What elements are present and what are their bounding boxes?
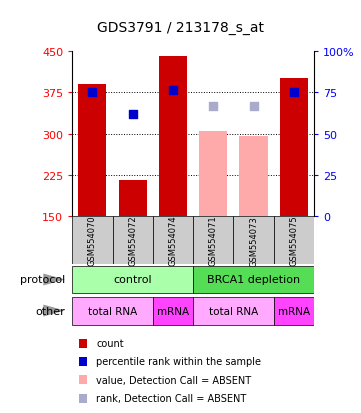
- Text: GSM554075: GSM554075: [290, 215, 299, 266]
- Bar: [118, 181, 147, 217]
- Point: [130, 112, 136, 118]
- Text: GSM554070: GSM554070: [88, 215, 97, 266]
- Polygon shape: [43, 305, 65, 317]
- Text: control: control: [113, 275, 152, 285]
- Text: value, Detection Call = ABSENT: value, Detection Call = ABSENT: [96, 375, 252, 385]
- Bar: [239, 137, 268, 217]
- Text: total RNA: total RNA: [209, 306, 258, 316]
- Text: other: other: [35, 306, 65, 316]
- Bar: [153, 217, 193, 264]
- Text: GSM554071: GSM554071: [209, 215, 218, 266]
- Bar: [199, 131, 227, 217]
- Point: [90, 90, 95, 96]
- Text: BRCA1 depletion: BRCA1 depletion: [207, 275, 300, 285]
- Text: mRNA: mRNA: [278, 306, 310, 316]
- Text: mRNA: mRNA: [157, 306, 189, 316]
- Text: percentile rank within the sample: percentile rank within the sample: [96, 356, 261, 367]
- Bar: [78, 85, 106, 217]
- Point: [170, 88, 176, 95]
- Text: GSM554073: GSM554073: [249, 215, 258, 266]
- Bar: [274, 217, 314, 264]
- Point: [210, 103, 216, 110]
- Text: protocol: protocol: [20, 275, 65, 285]
- Bar: [72, 297, 153, 325]
- Text: GDS3791 / 213178_s_at: GDS3791 / 213178_s_at: [97, 21, 264, 35]
- Text: total RNA: total RNA: [88, 306, 137, 316]
- Bar: [193, 266, 314, 294]
- Bar: [72, 266, 193, 294]
- Bar: [72, 217, 113, 264]
- Bar: [234, 217, 274, 264]
- Bar: [113, 217, 153, 264]
- Text: count: count: [96, 338, 124, 348]
- Text: rank, Detection Call = ABSENT: rank, Detection Call = ABSENT: [96, 393, 247, 404]
- Bar: [193, 217, 234, 264]
- Bar: [159, 57, 187, 217]
- Text: GSM554074: GSM554074: [169, 215, 178, 266]
- Bar: [153, 297, 193, 325]
- Point: [291, 90, 297, 96]
- Text: GSM554072: GSM554072: [128, 215, 137, 266]
- Bar: [274, 297, 314, 325]
- Polygon shape: [43, 274, 65, 286]
- Bar: [280, 79, 308, 217]
- Point: [251, 103, 256, 110]
- Bar: [193, 297, 274, 325]
